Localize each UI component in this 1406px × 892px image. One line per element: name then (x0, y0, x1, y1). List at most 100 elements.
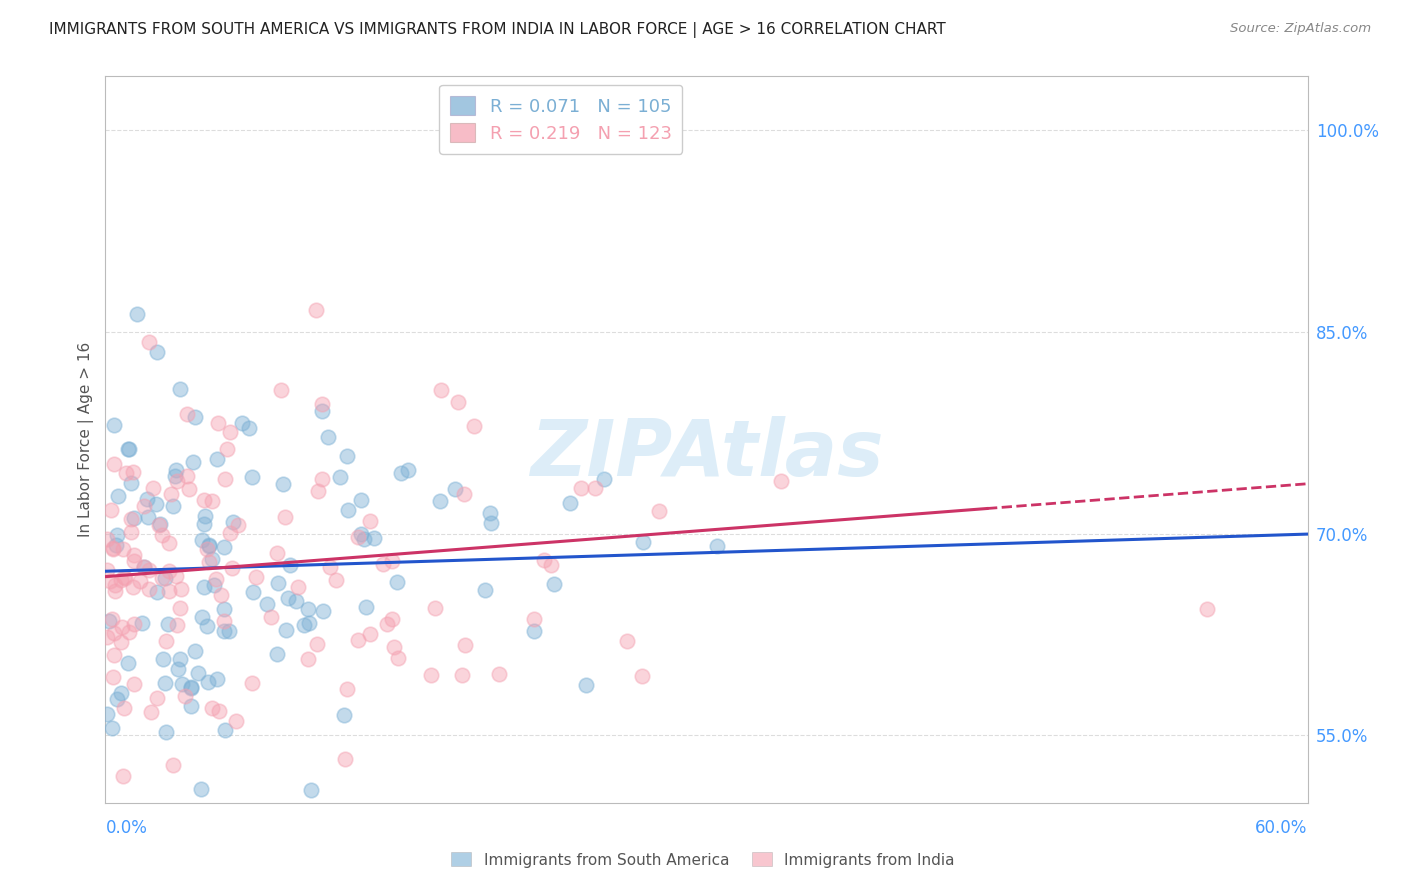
Point (1197, 602, 1219, 616)
Point (212, 624, 235, 638)
Point (107, 528, 129, 542)
Point (277, 591, 299, 606)
Point (336, 681, 359, 696)
Point (169, 582, 191, 596)
Point (118, 442, 141, 456)
Point (287, 580, 309, 594)
Point (138, 510, 160, 524)
Point (706, 540, 728, 554)
Point (98, 574, 121, 588)
Point (111, 769, 134, 783)
Point (134, 499, 156, 513)
Point (146, 344, 169, 359)
Point (375, 616, 398, 631)
Point (169, 382, 191, 396)
Point (353, 532, 375, 546)
Point (177, 482, 200, 496)
Point (208, 705, 231, 719)
Point (769, 475, 792, 489)
Point (278, 558, 301, 573)
Point (112, 541, 135, 556)
Point (193, 517, 215, 532)
Point (104, 578, 127, 592)
Point (101, 721, 124, 735)
Text: IMMIGRANTS FROM SOUTH AMERICA VS IMMIGRANTS FROM INDIA IN LABOR FORCE | AGE > 16: IMMIGRANTS FROM SOUTH AMERICA VS IMMIGRA… (49, 22, 946, 38)
Point (114, 571, 136, 585)
Point (180, 681, 202, 695)
Point (195, 541, 218, 556)
Point (305, 636, 328, 650)
Point (145, 497, 167, 511)
Point (231, 416, 253, 430)
Point (149, 517, 172, 532)
Point (169, 600, 191, 615)
Point (150, 528, 173, 542)
Legend: Immigrants from South America, Immigrants from India: Immigrants from South America, Immigrant… (446, 847, 960, 873)
Text: 60.0%: 60.0% (1256, 819, 1308, 837)
Point (325, 573, 347, 587)
Point (311, 472, 333, 486)
Point (523, 624, 546, 639)
Point (146, 690, 169, 705)
Point (298, 615, 321, 630)
Point (176, 468, 198, 483)
Point (180, 680, 202, 694)
Point (98, 614, 121, 628)
Y-axis label: In Labor Force | Age > 16: In Labor Force | Age > 16 (79, 342, 94, 537)
Text: Source: ZipAtlas.com: Source: ZipAtlas.com (1230, 22, 1371, 36)
Point (543, 576, 565, 591)
Point (396, 463, 419, 477)
Point (381, 612, 404, 626)
Point (205, 452, 228, 467)
Point (124, 511, 146, 525)
Point (122, 548, 145, 562)
Point (347, 530, 370, 544)
Point (215, 442, 238, 457)
Point (166, 618, 188, 632)
Point (207, 416, 229, 430)
Point (190, 782, 212, 797)
Point (346, 633, 368, 648)
Point (117, 442, 139, 457)
Point (120, 512, 142, 526)
Point (162, 758, 184, 772)
Point (336, 450, 359, 464)
Point (165, 463, 187, 477)
Point (197, 674, 219, 689)
Point (311, 604, 333, 618)
Point (266, 647, 288, 661)
Point (110, 573, 132, 587)
Point (157, 564, 180, 578)
Point (107, 489, 129, 503)
Point (157, 617, 180, 632)
Point (218, 525, 240, 540)
Point (450, 668, 472, 682)
Point (138, 335, 160, 350)
Point (120, 524, 142, 539)
Point (191, 533, 214, 548)
Point (245, 570, 267, 584)
Point (238, 421, 260, 435)
Point (165, 468, 187, 483)
Point (111, 620, 134, 634)
Point (429, 383, 451, 397)
Point (478, 507, 501, 521)
Point (292, 617, 315, 632)
Point (337, 503, 360, 517)
Point (205, 672, 228, 686)
Point (132, 559, 155, 574)
Point (631, 669, 654, 683)
Point (187, 665, 209, 680)
Point (138, 563, 160, 577)
Point (101, 541, 124, 556)
Point (103, 457, 125, 471)
Point (333, 707, 356, 722)
Point (297, 652, 319, 666)
Point (166, 475, 188, 489)
Point (447, 395, 470, 409)
Point (533, 553, 555, 567)
Point (266, 546, 288, 560)
Point (297, 602, 319, 616)
Point (201, 701, 224, 715)
Point (648, 504, 671, 518)
